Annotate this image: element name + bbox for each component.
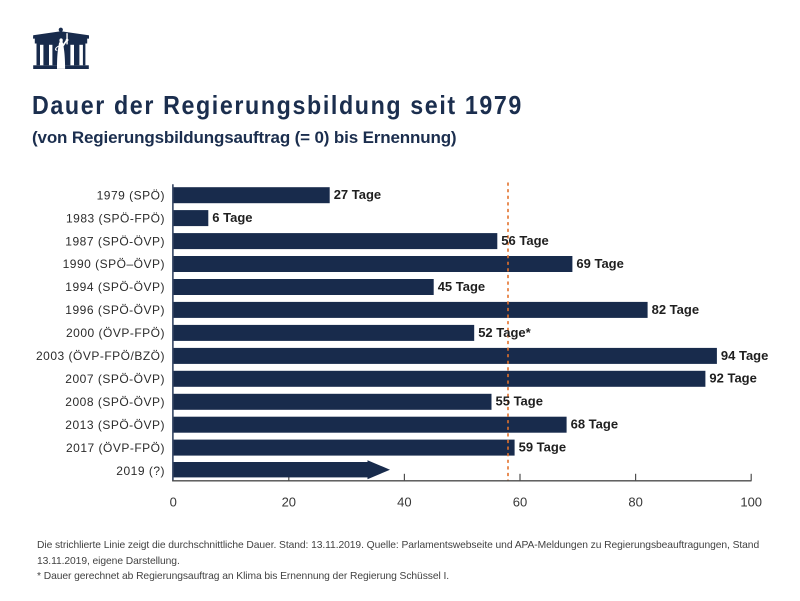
svg-text:2008 (SPÖ-ÖVP): 2008 (SPÖ-ÖVP) <box>65 395 165 409</box>
svg-text:2017 (ÖVP-FPÖ): 2017 (ÖVP-FPÖ) <box>66 441 165 455</box>
svg-text:40: 40 <box>397 494 411 509</box>
svg-text:52 Tage*: 52 Tage* <box>478 325 531 340</box>
svg-text:82 Tage: 82 Tage <box>652 302 699 317</box>
svg-text:45 Tage: 45 Tage <box>438 279 485 294</box>
svg-text:20: 20 <box>282 494 296 509</box>
svg-text:27 Tage: 27 Tage <box>334 187 381 202</box>
svg-text:6 Tage: 6 Tage <box>212 210 252 225</box>
svg-text:69 Tage: 69 Tage <box>576 256 623 271</box>
svg-text:2000 (ÖVP-FPÖ): 2000 (ÖVP-FPÖ) <box>66 326 165 340</box>
svg-text:1987 (SPÖ-ÖVP): 1987 (SPÖ-ÖVP) <box>65 234 165 248</box>
svg-text:2007 (SPÖ-ÖVP): 2007 (SPÖ-ÖVP) <box>65 372 165 386</box>
svg-text:68 Tage: 68 Tage <box>571 417 618 432</box>
svg-text:1996 (SPÖ-ÖVP): 1996 (SPÖ-ÖVP) <box>65 303 165 317</box>
svg-text:2003 (ÖVP-FPÖ/BZÖ): 2003 (ÖVP-FPÖ/BZÖ) <box>36 349 165 363</box>
svg-text:2013 (SPÖ-ÖVP): 2013 (SPÖ-ÖVP) <box>65 418 165 432</box>
svg-text:94 Tage: 94 Tage <box>721 348 768 363</box>
svg-text:1990 (SPÖ–ÖVP): 1990 (SPÖ–ÖVP) <box>63 257 165 271</box>
svg-text:100: 100 <box>740 494 762 509</box>
svg-text:80: 80 <box>628 494 642 509</box>
svg-text:60: 60 <box>513 494 527 509</box>
svg-text:1994 (SPÖ-ÖVP): 1994 (SPÖ-ÖVP) <box>65 280 165 294</box>
svg-text:0: 0 <box>170 494 177 509</box>
svg-text:55 Tage: 55 Tage <box>496 394 543 409</box>
svg-text:1983 (SPÖ-FPÖ): 1983 (SPÖ-FPÖ) <box>66 211 165 225</box>
svg-text:59 Tage: 59 Tage <box>519 440 566 455</box>
svg-text:1979 (SPÖ): 1979 (SPÖ) <box>97 188 165 202</box>
svg-text:56 Tage: 56 Tage <box>501 233 548 248</box>
svg-text:92 Tage: 92 Tage <box>709 371 756 386</box>
svg-text:2019 (?): 2019 (?) <box>116 464 165 478</box>
